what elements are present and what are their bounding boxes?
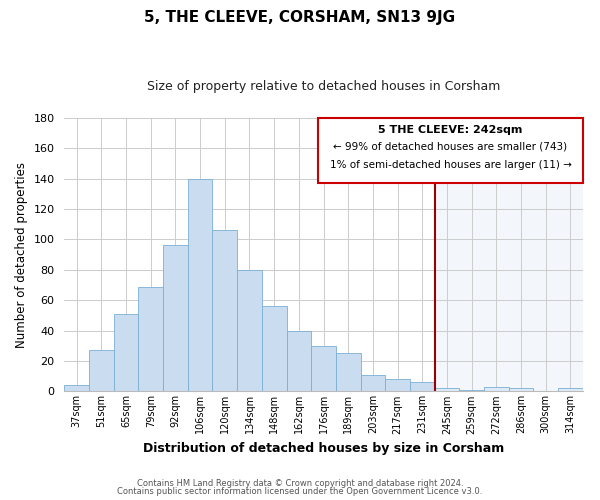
FancyBboxPatch shape [319, 118, 583, 184]
Text: ← 99% of detached houses are smaller (743): ← 99% of detached houses are smaller (74… [334, 141, 568, 151]
Bar [434, 118, 583, 392]
Bar [139, 286, 163, 392]
X-axis label: Distribution of detached houses by size in Corsham: Distribution of detached houses by size … [143, 442, 504, 455]
Bar [287, 330, 311, 392]
Bar [64, 386, 89, 392]
Text: Contains HM Land Registry data © Crown copyright and database right 2024.: Contains HM Land Registry data © Crown c… [137, 478, 463, 488]
Bar [237, 270, 262, 392]
Text: 1% of semi-detached houses are larger (11) →: 1% of semi-detached houses are larger (1… [329, 160, 571, 170]
Bar [385, 379, 410, 392]
Bar [484, 387, 509, 392]
Bar [336, 354, 361, 392]
Text: 5 THE CLEEVE: 242sqm: 5 THE CLEEVE: 242sqm [379, 124, 523, 134]
Bar [361, 374, 385, 392]
Bar [311, 346, 336, 392]
Bar [434, 388, 459, 392]
Bar [89, 350, 114, 392]
Text: 5, THE CLEEVE, CORSHAM, SN13 9JG: 5, THE CLEEVE, CORSHAM, SN13 9JG [145, 10, 455, 25]
Title: Size of property relative to detached houses in Corsham: Size of property relative to detached ho… [147, 80, 500, 93]
Bar [212, 230, 237, 392]
Bar [262, 306, 287, 392]
Bar [188, 178, 212, 392]
Bar [410, 382, 434, 392]
Y-axis label: Number of detached properties: Number of detached properties [15, 162, 28, 348]
Bar [114, 314, 139, 392]
Bar [509, 388, 533, 392]
Text: Contains public sector information licensed under the Open Government Licence v3: Contains public sector information licen… [118, 487, 482, 496]
Bar [459, 390, 484, 392]
Bar [163, 246, 188, 392]
Bar [558, 388, 583, 392]
